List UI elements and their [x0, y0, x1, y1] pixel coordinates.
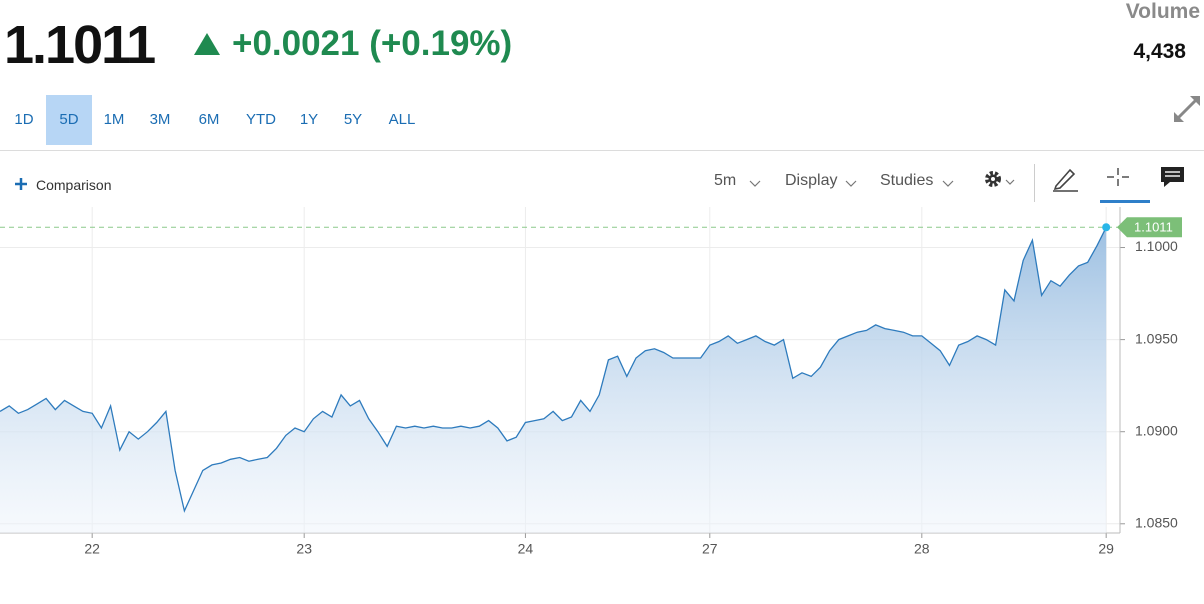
x-tick-label: 22	[84, 541, 100, 557]
x-tick-label: 29	[1098, 541, 1114, 557]
y-tick-label: 1.0850	[1135, 514, 1178, 530]
price-line	[0, 227, 1107, 513]
comment-icon[interactable]	[1160, 166, 1186, 190]
volume: 4,438	[1133, 40, 1186, 63]
draw-icon[interactable]	[1052, 166, 1080, 192]
crosshair-icon[interactable]	[1100, 164, 1150, 204]
range-button[interactable]: 1M	[103, 111, 125, 128]
x-tick-label: 28	[914, 541, 930, 557]
range-button[interactable]: 1D	[14, 111, 34, 128]
display-button[interactable]: Display	[785, 172, 838, 189]
price-change: +0.0021 (+0.19%)	[232, 24, 513, 63]
separator	[0, 150, 1204, 151]
x-tick-label: 24	[518, 541, 534, 557]
range-button[interactable]: 5D	[46, 95, 92, 145]
up-arrow-icon	[194, 33, 220, 55]
interval-button[interactable]: 5m	[714, 172, 737, 189]
area-fill	[0, 227, 1107, 534]
range-button[interactable]: 1Y	[299, 111, 319, 128]
y-tick-label: 1.0900	[1135, 422, 1178, 438]
y-tick-label: 1.0950	[1135, 330, 1178, 346]
range-button[interactable]: 3M	[149, 111, 171, 128]
y-tick-label: 1.1000	[1135, 238, 1178, 254]
volume-label: Volume	[1125, 0, 1200, 23]
x-tick-label: 23	[296, 541, 312, 557]
studies-button[interactable]: Studies	[880, 172, 934, 189]
x-tick-label: 27	[702, 541, 718, 557]
last-price-badge	[1117, 217, 1182, 238]
range-button[interactable]: ALL	[388, 111, 416, 128]
range-button[interactable]: 6M	[198, 111, 220, 128]
last-price-label: 1.1011	[1134, 220, 1173, 235]
expand-icon[interactable]	[1170, 92, 1204, 126]
comparison-button[interactable]: Comparison	[36, 177, 112, 193]
range-button[interactable]: 5Y	[343, 111, 363, 128]
dropdown-chevrons	[749, 180, 954, 187]
plus-icon[interactable]	[14, 177, 30, 193]
settings-icon[interactable]	[982, 166, 1022, 196]
toolbar-divider	[1034, 164, 1035, 202]
last-point	[1102, 223, 1111, 232]
price: 1.1011	[4, 15, 156, 75]
range-button[interactable]: YTD	[246, 111, 276, 128]
